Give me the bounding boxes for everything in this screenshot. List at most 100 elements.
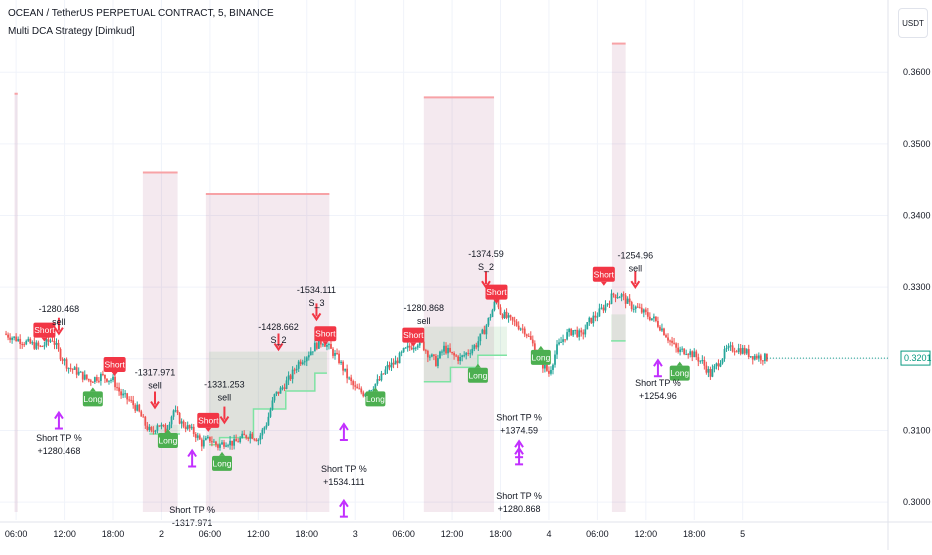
candle-body (285, 380, 288, 389)
candle-body (598, 308, 601, 317)
candle-body (102, 373, 104, 375)
candle-body (562, 339, 564, 342)
candle-body (410, 347, 413, 350)
label-box (592, 266, 615, 282)
candle-body (743, 347, 746, 354)
short-zone (142, 172, 178, 513)
candle-body (586, 322, 589, 330)
candle-body (499, 307, 502, 315)
annotation-text: sell (218, 392, 232, 402)
candle-body (626, 298, 629, 304)
label-box (103, 357, 126, 373)
candle-body (592, 315, 595, 324)
candle-body (648, 316, 651, 321)
candle-body (263, 427, 266, 430)
candle-body (761, 360, 764, 362)
candle-body (112, 376, 114, 381)
candle-body (406, 345, 409, 348)
candle-body (259, 435, 262, 440)
candle-body (398, 352, 401, 364)
label-text: Short (104, 360, 125, 370)
candle-body (261, 429, 264, 436)
candle-body (588, 317, 591, 323)
candle-body (628, 298, 631, 303)
candle-body (412, 347, 415, 350)
candle-body (701, 360, 704, 362)
label-pointer (41, 337, 48, 342)
label-pointer (537, 345, 544, 350)
tp-arrow-head (187, 448, 197, 458)
candle-body (79, 371, 82, 373)
candle-body (727, 346, 730, 349)
candle-body (739, 348, 742, 354)
annotation-text: Short TP % (169, 505, 215, 515)
candle-body (334, 353, 336, 356)
candle-body (376, 379, 379, 384)
time-tick-label: 3 (353, 529, 358, 539)
label-text: Short (198, 415, 219, 425)
label-text: Long (158, 435, 177, 445)
candle-body (97, 380, 100, 382)
tp-arrow-head (339, 498, 349, 508)
candle-body (404, 347, 407, 349)
candle-body (725, 348, 728, 350)
candle-body (358, 388, 361, 390)
candle-body (11, 337, 14, 340)
annotation-text: -1331.253 (204, 379, 245, 389)
candle-body (350, 377, 353, 382)
short-zone (423, 97, 495, 513)
time-tick-label: 12:00 (441, 529, 464, 539)
chart-title[interactable]: OCEAN / TetherUS PERPETUAL CONTRACT, 5, … (8, 8, 274, 19)
candle-body (386, 364, 389, 370)
label-box (157, 432, 178, 448)
candle-body (489, 316, 492, 318)
indicator-title[interactable]: Multi DCA Strategy [Dimkud] (8, 26, 135, 37)
candle-body (134, 405, 137, 411)
candle-body (622, 294, 625, 296)
candle-body (729, 345, 732, 347)
price-tick-label: 0.3600 (903, 67, 931, 77)
candle-body (271, 400, 274, 410)
label-box (314, 326, 337, 342)
label-box (33, 322, 56, 338)
candle-body (717, 363, 720, 367)
candle-body (229, 440, 231, 446)
candle-body (110, 380, 112, 382)
candle-body (580, 330, 583, 333)
candle-body (293, 369, 296, 371)
candle-body (295, 368, 298, 371)
candle-body (687, 354, 690, 356)
candle-body (104, 374, 106, 379)
candle-body (689, 351, 692, 355)
candle-body (152, 430, 155, 432)
candle-body (23, 344, 26, 346)
candle-body (249, 433, 252, 439)
candle-body (414, 347, 417, 349)
candle-body (657, 320, 659, 327)
annotation-text: -1280.468 (39, 304, 80, 314)
price-tick-label: 0.3400 (903, 211, 931, 221)
candle-body (247, 438, 250, 440)
sell-arrow-head (54, 327, 64, 336)
candle-body (356, 386, 359, 389)
currency-button[interactable]: USDT (898, 8, 928, 38)
label-pointer (164, 428, 171, 433)
candle-body (122, 393, 125, 396)
candle-body (430, 354, 433, 357)
candle-body (655, 316, 657, 321)
annotation-text: Short TP % (496, 412, 542, 422)
candle-body (753, 355, 756, 360)
candle-body (287, 375, 290, 381)
candle-body (511, 317, 514, 321)
annotation-text: Short TP % (321, 464, 367, 474)
candle-body (576, 329, 579, 337)
candle-body (206, 436, 209, 439)
candle-body (424, 350, 427, 352)
candle-body (685, 354, 688, 356)
candle-body (594, 315, 597, 318)
candle-body (544, 364, 546, 369)
candle-body (21, 344, 24, 346)
candle-body (69, 367, 72, 369)
candle-body (467, 352, 470, 354)
